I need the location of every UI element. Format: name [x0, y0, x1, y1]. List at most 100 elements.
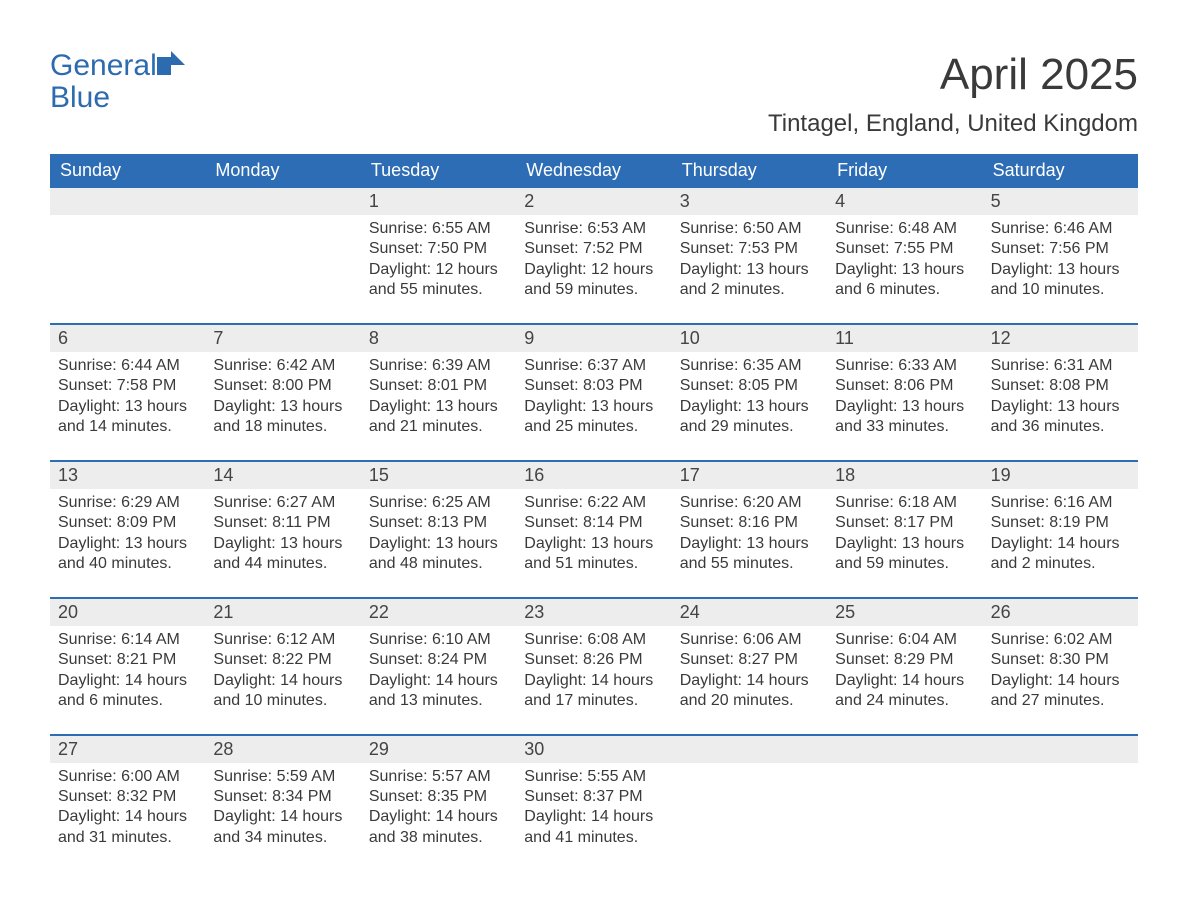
sunrise-line: Sunrise: 6:02 AM	[991, 631, 1113, 648]
sunrise-line: Sunrise: 6:10 AM	[369, 631, 491, 648]
day-number: 12	[983, 325, 1138, 352]
day-number: 22	[361, 599, 516, 626]
day-cell: Sunrise: 6:22 AMSunset: 8:14 PMDaylight:…	[516, 489, 671, 597]
daylight-line: Daylight: 13 hours and 48 minutes.	[369, 535, 498, 572]
day-cell: Sunrise: 6:53 AMSunset: 7:52 PMDaylight:…	[516, 215, 671, 323]
day-number: 10	[672, 325, 827, 352]
day-cell-empty	[50, 215, 205, 323]
sunrise-line: Sunrise: 6:22 AM	[524, 494, 646, 511]
day-number: 27	[50, 736, 205, 763]
daylight-line: Daylight: 12 hours and 55 minutes.	[369, 261, 498, 298]
title-block: April 2025 Tintagel, England, United Kin…	[768, 50, 1138, 138]
day-number: 19	[983, 462, 1138, 489]
daylight-line: Daylight: 13 hours and 36 minutes.	[991, 398, 1120, 435]
weekday-header: Thursday	[672, 154, 827, 188]
daylight-line: Daylight: 14 hours and 38 minutes.	[369, 808, 498, 845]
day-cell: Sunrise: 6:39 AMSunset: 8:01 PMDaylight:…	[361, 352, 516, 460]
sunset-line: Sunset: 8:29 PM	[835, 651, 953, 668]
day-number: 16	[516, 462, 671, 489]
weekday-header: Sunday	[50, 154, 205, 188]
sunrise-line: Sunrise: 6:53 AM	[524, 220, 646, 237]
day-cell: Sunrise: 6:48 AMSunset: 7:55 PMDaylight:…	[827, 215, 982, 323]
daylight-line: Daylight: 13 hours and 10 minutes.	[991, 261, 1120, 298]
day-cell: Sunrise: 6:02 AMSunset: 8:30 PMDaylight:…	[983, 626, 1138, 734]
sunset-line: Sunset: 7:50 PM	[369, 240, 487, 257]
day-cell: Sunrise: 6:06 AMSunset: 8:27 PMDaylight:…	[672, 626, 827, 734]
sunrise-line: Sunrise: 5:55 AM	[524, 768, 646, 785]
sunset-line: Sunset: 8:16 PM	[680, 514, 798, 531]
daylight-line: Daylight: 13 hours and 29 minutes.	[680, 398, 809, 435]
daylight-line: Daylight: 13 hours and 55 minutes.	[680, 535, 809, 572]
daylight-line: Daylight: 13 hours and 33 minutes.	[835, 398, 964, 435]
sunrise-line: Sunrise: 6:00 AM	[58, 768, 180, 785]
sunrise-line: Sunrise: 6:48 AM	[835, 220, 957, 237]
sunset-line: Sunset: 7:53 PM	[680, 240, 798, 257]
day-number: 7	[205, 325, 360, 352]
daylight-line: Daylight: 14 hours and 20 minutes.	[680, 672, 809, 709]
weekday-header: Saturday	[983, 154, 1138, 188]
logo-flag-icon	[157, 51, 185, 75]
sunset-line: Sunset: 8:00 PM	[213, 377, 331, 394]
sunrise-line: Sunrise: 6:44 AM	[58, 357, 180, 374]
logo: General Blue	[50, 50, 185, 113]
day-cell: Sunrise: 6:35 AMSunset: 8:05 PMDaylight:…	[672, 352, 827, 460]
sunset-line: Sunset: 8:05 PM	[680, 377, 798, 394]
sunrise-line: Sunrise: 5:57 AM	[369, 768, 491, 785]
sunset-line: Sunset: 8:09 PM	[58, 514, 176, 531]
sunset-line: Sunset: 8:01 PM	[369, 377, 487, 394]
month-title: April 2025	[768, 50, 1138, 100]
day-number: 4	[827, 188, 982, 215]
day-number-empty	[50, 188, 205, 215]
sunrise-line: Sunrise: 6:27 AM	[213, 494, 335, 511]
day-number: 25	[827, 599, 982, 626]
day-cell: Sunrise: 6:14 AMSunset: 8:21 PMDaylight:…	[50, 626, 205, 734]
daylight-line: Daylight: 14 hours and 41 minutes.	[524, 808, 653, 845]
sunset-line: Sunset: 7:55 PM	[835, 240, 953, 257]
weekday-header: Monday	[205, 154, 360, 188]
day-cell: Sunrise: 6:20 AMSunset: 8:16 PMDaylight:…	[672, 489, 827, 597]
day-cell: Sunrise: 6:46 AMSunset: 7:56 PMDaylight:…	[983, 215, 1138, 323]
daylight-line: Daylight: 13 hours and 40 minutes.	[58, 535, 187, 572]
day-cell: Sunrise: 6:08 AMSunset: 8:26 PMDaylight:…	[516, 626, 671, 734]
sunrise-line: Sunrise: 5:59 AM	[213, 768, 335, 785]
calendar-week: 12345Sunrise: 6:55 AMSunset: 7:50 PMDayl…	[50, 188, 1138, 323]
daylight-line: Daylight: 13 hours and 25 minutes.	[524, 398, 653, 435]
weekday-header: Wednesday	[516, 154, 671, 188]
day-number: 6	[50, 325, 205, 352]
sunset-line: Sunset: 8:34 PM	[213, 788, 331, 805]
day-cell: Sunrise: 5:59 AMSunset: 8:34 PMDaylight:…	[205, 763, 360, 871]
calendar-week: 27282930 Sunrise: 6:00 AMSunset: 8:32 PMD…	[50, 734, 1138, 871]
day-number-empty	[672, 736, 827, 763]
day-cell: Sunrise: 6:44 AMSunset: 7:58 PMDaylight:…	[50, 352, 205, 460]
day-number: 30	[516, 736, 671, 763]
day-number: 26	[983, 599, 1138, 626]
sunrise-line: Sunrise: 6:29 AM	[58, 494, 180, 511]
day-cell-empty	[672, 763, 827, 871]
daylight-line: Daylight: 13 hours and 18 minutes.	[213, 398, 342, 435]
day-number: 28	[205, 736, 360, 763]
sunset-line: Sunset: 8:30 PM	[991, 651, 1109, 668]
day-cell: Sunrise: 6:00 AMSunset: 8:32 PMDaylight:…	[50, 763, 205, 871]
sunrise-line: Sunrise: 6:39 AM	[369, 357, 491, 374]
day-cell: Sunrise: 6:18 AMSunset: 8:17 PMDaylight:…	[827, 489, 982, 597]
sunrise-line: Sunrise: 6:14 AM	[58, 631, 180, 648]
day-number: 9	[516, 325, 671, 352]
day-number: 1	[361, 188, 516, 215]
day-number: 29	[361, 736, 516, 763]
day-cell: Sunrise: 6:25 AMSunset: 8:13 PMDaylight:…	[361, 489, 516, 597]
calendar: SundayMondayTuesdayWednesdayThursdayFrid…	[50, 154, 1138, 870]
daylight-line: Daylight: 14 hours and 31 minutes.	[58, 808, 187, 845]
logo-word1: General	[50, 49, 157, 82]
sunset-line: Sunset: 8:19 PM	[991, 514, 1109, 531]
sunrise-line: Sunrise: 6:18 AM	[835, 494, 957, 511]
sunrise-line: Sunrise: 6:46 AM	[991, 220, 1113, 237]
sunset-line: Sunset: 8:21 PM	[58, 651, 176, 668]
sunset-line: Sunset: 7:52 PM	[524, 240, 642, 257]
day-cell: Sunrise: 6:12 AMSunset: 8:22 PMDaylight:…	[205, 626, 360, 734]
sunset-line: Sunset: 8:27 PM	[680, 651, 798, 668]
daylight-line: Daylight: 14 hours and 17 minutes.	[524, 672, 653, 709]
day-number: 24	[672, 599, 827, 626]
sunset-line: Sunset: 8:06 PM	[835, 377, 953, 394]
day-number: 2	[516, 188, 671, 215]
calendar-week: 13141516171819Sunrise: 6:29 AMSunset: 8:…	[50, 460, 1138, 597]
